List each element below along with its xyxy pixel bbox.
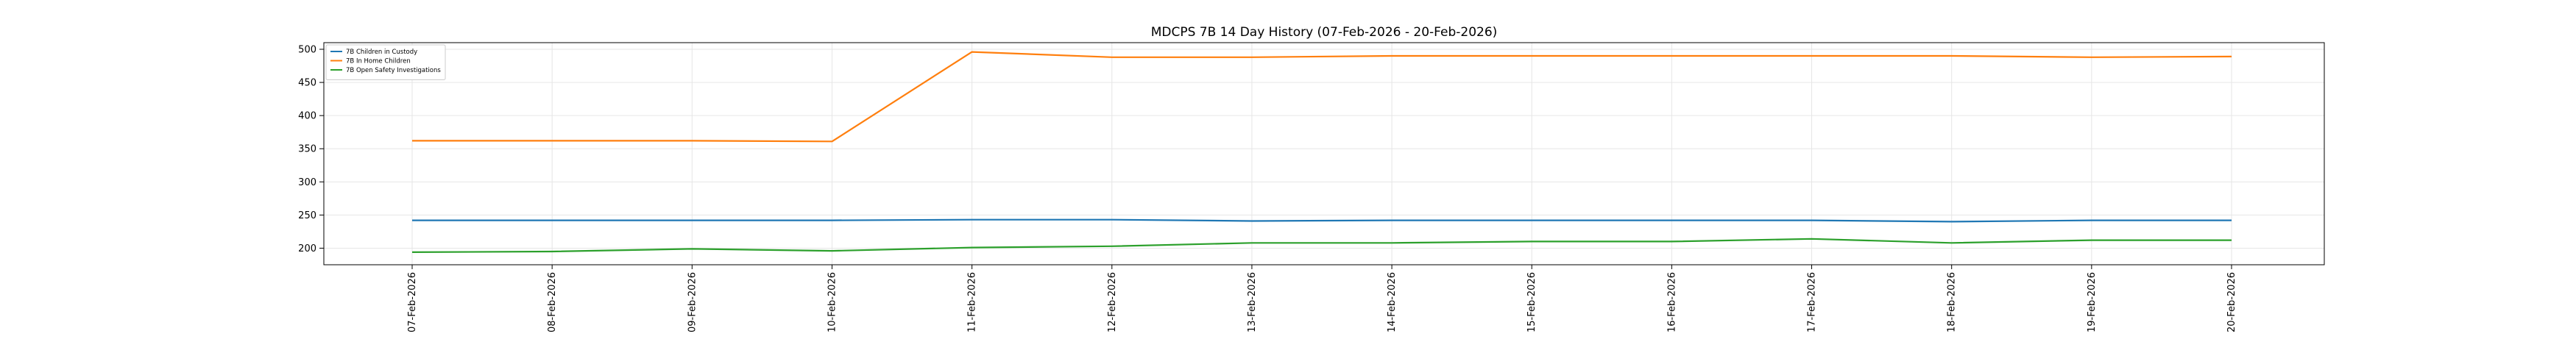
legend: 7B Children in Custody 7B In Home Childre… [325,44,446,80]
x-tick-label: 19-Feb-2026 [2087,272,2098,332]
plot-frame [323,42,2325,265]
series-line-2 [411,238,2232,253]
legend-label: 7B In Home Children [346,58,411,65]
x-tick-label: 09-Feb-2026 [687,272,698,332]
y-tick-label: 250 [298,210,316,221]
x-tick-label: 10-Feb-2026 [827,272,838,332]
x-tick-label: 14-Feb-2026 [1387,272,1398,332]
y-tick-label: 450 [298,78,316,89]
series-line-1 [412,51,2232,143]
y-tick-label: 200 [298,243,316,254]
x-tick-label: 17-Feb-2026 [1807,272,1818,332]
y-tick-label: 400 [298,111,316,122]
x-tick-label: 13-Feb-2026 [1247,272,1258,332]
y-tick-label: 300 [298,177,316,188]
x-tick-label: 16-Feb-2026 [1666,272,1677,332]
y-axis: 200 250 300 350 400 450 500 [298,45,324,254]
series-lines [411,51,2232,253]
x-tick-label: 18-Feb-2026 [1947,272,1958,332]
chart-title: MDCPS 7B 14 Day History (07-Feb-2026 - 2… [1151,25,1498,40]
x-axis: 07-Feb-2026 08-Feb-2026 09-Feb-2026 10-Feb-… [407,265,2237,332]
series-line-0 [412,218,2232,223]
x-tick-label: 12-Feb-2026 [1107,272,1118,332]
y-tick-label: 350 [298,144,316,155]
grid-lines [324,43,2324,265]
x-tick-label: 11-Feb-2026 [967,272,978,332]
x-tick-label: 20-Feb-2026 [2226,272,2237,332]
x-tick-label: 07-Feb-2026 [407,272,418,332]
x-tick-label: 08-Feb-2026 [547,272,558,332]
y-tick-label: 500 [298,45,316,56]
legend-label: 7B Open Safety Investigations [346,67,441,74]
legend-label: 7B Children in Custody [346,49,417,56]
legend-box [325,44,446,80]
x-tick-label: 15-Feb-2026 [1526,272,1538,332]
